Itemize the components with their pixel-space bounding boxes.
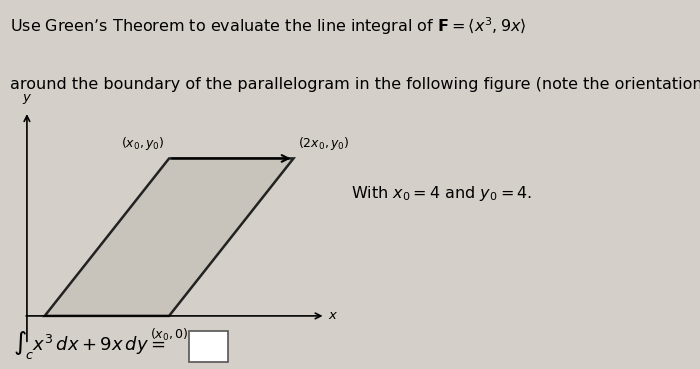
Text: $y$: $y$ xyxy=(22,93,32,107)
Text: $x$: $x$ xyxy=(328,309,338,323)
Text: $(x_0, y_0)$: $(x_0, y_0)$ xyxy=(120,135,164,152)
Text: Use Green’s Theorem to evaluate the line integral of $\mathbf{F} = \langle x^3, : Use Green’s Theorem to evaluate the line… xyxy=(10,15,527,37)
Text: $(x_0, 0)$: $(x_0, 0)$ xyxy=(150,327,188,343)
Text: $(2x_0, y_0)$: $(2x_0, y_0)$ xyxy=(298,135,350,152)
FancyBboxPatch shape xyxy=(189,331,228,362)
Text: $\int_c x^3\,dx + 9x\,dy =$: $\int_c x^3\,dx + 9x\,dy =$ xyxy=(13,329,165,361)
Polygon shape xyxy=(45,158,293,316)
Text: With $x_0 = 4$ and $y_0 = 4$.: With $x_0 = 4$ and $y_0 = 4$. xyxy=(351,184,532,203)
Text: around the boundary of the parallelogram in the following figure (note the orien: around the boundary of the parallelogram… xyxy=(10,77,700,93)
